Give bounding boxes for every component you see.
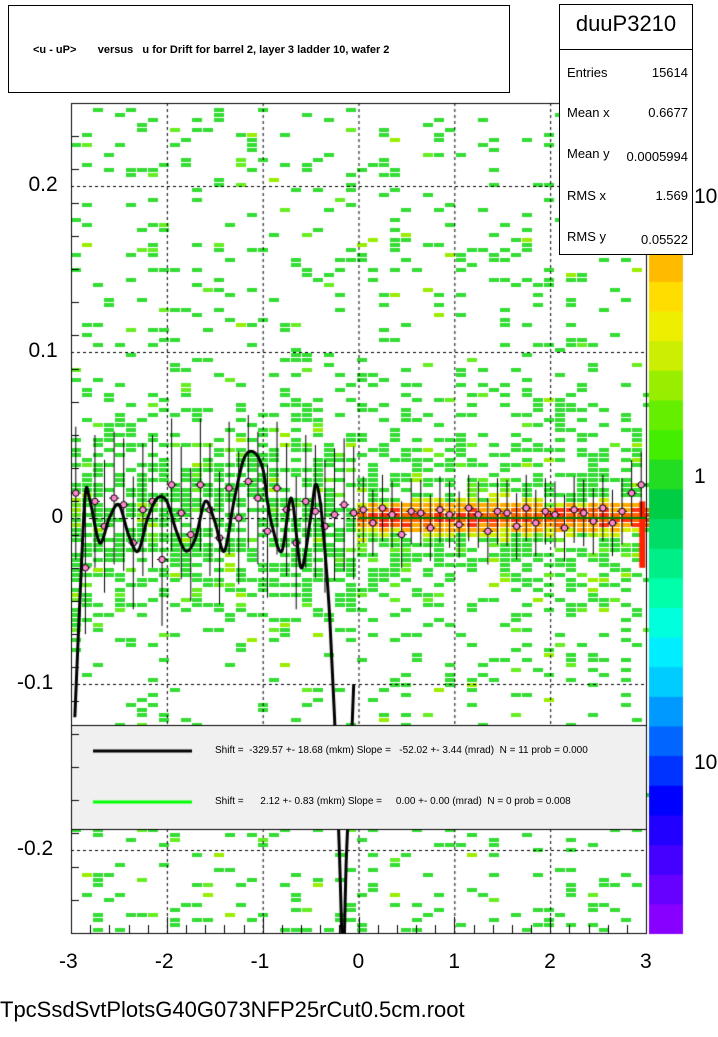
stats-label-mean-y: Mean y	[567, 146, 610, 161]
legend-entry-text: Shift = 2.12 +- 0.83 (mkm) Slope = 0.00 …	[215, 796, 571, 807]
footer-filename: TpcSsdSvtPlotsG40G073NFP25rCut0.5cm.root	[0, 997, 465, 1022]
y-tick-label: -0.1	[17, 671, 54, 694]
x-tick-label: 0	[352, 950, 365, 973]
stats-value-rms-y: 0.05522	[641, 232, 688, 247]
stats-value-mean-x: 0.6677	[648, 105, 688, 120]
stats-label-rms-y: RMS y	[567, 229, 606, 244]
x-tick-label: 1	[448, 950, 461, 973]
x-tick-label: -2	[154, 950, 174, 973]
stats-separator	[560, 49, 692, 50]
chart-title: <u - uP> versus u for Drift for barrel 2…	[33, 44, 390, 56]
stats-value-entries: 15614	[651, 65, 688, 80]
stats-value-rms-x: 1.569	[655, 188, 688, 203]
stats-name: duuP3210	[575, 11, 677, 36]
z-tick-label: 10	[694, 185, 718, 208]
title-box: <u - uP> versus u for Drift for barrel 2…	[8, 5, 510, 93]
y-tick-label: 0.2	[28, 173, 58, 196]
y-tick-label: 0.1	[28, 339, 58, 362]
y-tick-label: 0	[51, 505, 64, 528]
legend-entry-text: Shift = -329.57 +- 18.68 (mkm) Slope = -…	[215, 745, 588, 756]
stats-label-rms-x: RMS x	[567, 188, 606, 203]
x-tick-label: 2	[544, 950, 556, 973]
z-tick-label: 1	[694, 465, 706, 488]
x-tick-label: -3	[59, 950, 78, 973]
x-tick-label: 3	[640, 950, 652, 973]
stats-label-mean-x: Mean x	[567, 105, 610, 120]
stats-label-entries: Entries	[567, 65, 608, 80]
y-tick-label: -0.2	[17, 837, 54, 860]
stats-value-mean-y: 0.0005994	[626, 149, 688, 164]
z-tick-label: 10	[694, 751, 718, 774]
x-tick-label: -1	[250, 950, 270, 973]
stats-box: duuP3210 Entries 15614 Mean x 0.6677 Mea…	[559, 4, 693, 255]
